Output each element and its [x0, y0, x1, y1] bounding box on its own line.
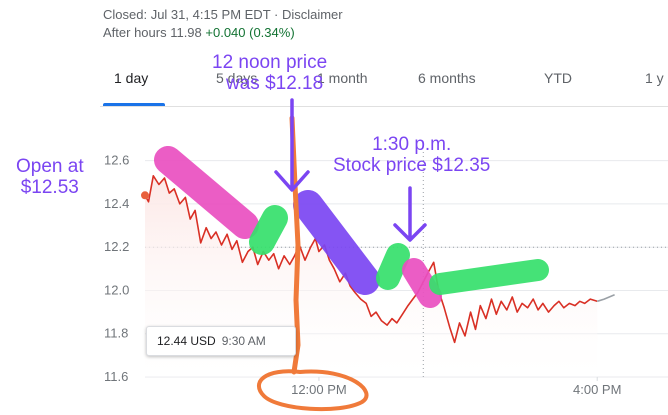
tooltip-price: 12.44 USD [157, 334, 216, 348]
tooltip-time: 9:30 AM [221, 334, 266, 348]
y-tick-label: 12.0 [104, 282, 129, 297]
tab-1-year[interactable]: 1 y [645, 70, 664, 86]
y-tick-label: 11.8 [104, 326, 128, 341]
closed-status-text: Closed: Jul 31, 4:15 PM EDT · Disclaimer [103, 7, 343, 22]
highlight-pink-1 [154, 146, 259, 239]
y-tick-label: 12.4 [104, 196, 129, 211]
after-hours-status: After hours 11.98 +0.040 (0.34%) [103, 25, 295, 40]
noon-arrow-icon [274, 98, 310, 192]
after-hours-label: After hours 11.98 [103, 25, 202, 40]
pm-arrow-icon [393, 186, 427, 242]
noon-circle [256, 369, 369, 412]
open-annotation: Open at $12.53 [16, 156, 84, 198]
y-tick-label: 12.2 [104, 239, 129, 254]
open-annotation-line1: Open at [16, 156, 84, 177]
highlight-green-1 [249, 205, 288, 255]
pm-annotation: 1:30 p.m. Stock price $12.35 [333, 134, 490, 176]
tab-1-month[interactable]: 1 month [317, 70, 368, 86]
open-annotation-line2: $12.53 [20, 177, 79, 198]
active-tab-underline [103, 103, 165, 106]
y-tick-label: 11.6 [104, 369, 128, 384]
noon-annotation-line1: 12 noon price [212, 52, 328, 73]
price-line [144, 175, 598, 344]
open-point [141, 191, 149, 200]
noon-annotation: 12 noon price was $12.18 [212, 52, 327, 94]
tab-5-days[interactable]: 5 days [216, 70, 258, 86]
hover-tooltip: 12.44 USD 9:30 AM [146, 326, 296, 356]
pm-annotation-line2: Stock price $12.35 [333, 155, 491, 176]
x-tick-label: 12:00 PM [291, 382, 347, 397]
noon-marker-line [289, 115, 301, 375]
tab-ytd[interactable]: YTD [544, 70, 572, 86]
range-tabs: 1 day 5 days 1 month 6 months YTD 1 y [0, 60, 668, 106]
highlight-purple [293, 190, 380, 295]
highlight-green-2 [376, 243, 410, 290]
x-tick-label: 4:00 PM [573, 382, 621, 397]
tabs-divider [100, 106, 668, 107]
tab-6-months[interactable]: 6 months [418, 70, 476, 86]
after-hours-line [596, 294, 615, 303]
noon-annotation-line2: was $12.18 [226, 73, 324, 94]
tab-1-day[interactable]: 1 day [114, 70, 149, 86]
y-tick-label: 12.6 [104, 153, 129, 168]
closed-status: Closed: Jul 31, 4:15 PM EDT · Disclaimer [103, 7, 343, 22]
highlight-green-3 [429, 259, 549, 295]
highlight-pink-2 [402, 258, 442, 308]
pm-annotation-line1: 1:30 p.m. [372, 134, 452, 155]
after-hours-change: +0.040 (0.34%) [205, 25, 295, 40]
